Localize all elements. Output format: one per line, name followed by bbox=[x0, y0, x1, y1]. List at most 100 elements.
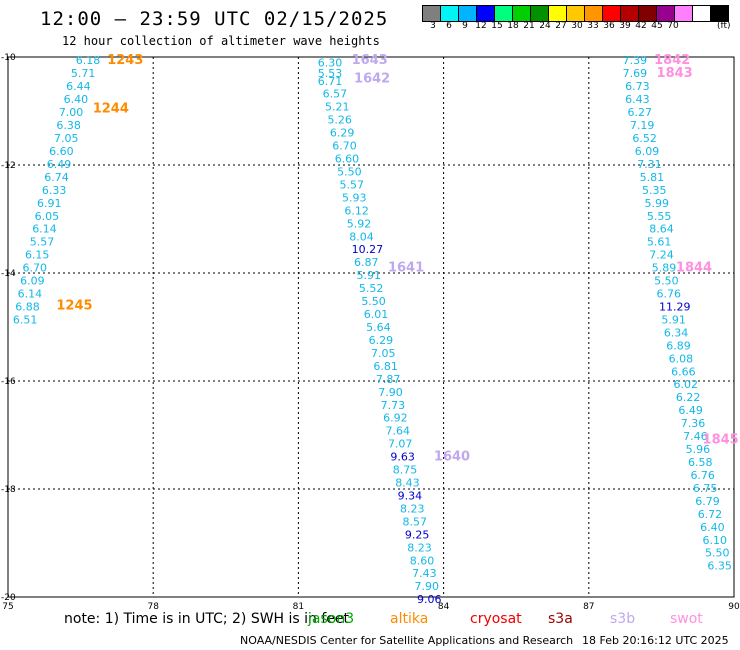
wave-height-value: 7.90 bbox=[415, 580, 440, 593]
color-legend-labels: 3 6 9 12 15 18 21 24 27 30 33 36 39 42 45 70 bbox=[425, 21, 681, 31]
wave-height-value: 5.57 bbox=[340, 178, 365, 191]
wave-height-value: 5.92 bbox=[347, 217, 372, 230]
wave-height-value: 6.14 bbox=[18, 288, 43, 301]
legend-label: 36 bbox=[603, 21, 615, 31]
wave-height-value: 5.50 bbox=[705, 547, 730, 560]
legend-unit: (ft) bbox=[717, 21, 731, 31]
pass-number-label: 1641 bbox=[388, 261, 424, 276]
pass-number-label: 1640 bbox=[434, 450, 470, 465]
satellite-label: s3a bbox=[548, 611, 573, 627]
page-title: 12:00 — 23:59 UTC 02/15/2025 bbox=[40, 8, 389, 30]
wave-height-value: 6.35 bbox=[707, 560, 732, 573]
wave-height-value: 6.70 bbox=[332, 140, 357, 153]
wave-height-value: 6.88 bbox=[15, 300, 40, 313]
wave-height-value: 8.60 bbox=[410, 554, 435, 567]
wave-height-value: 8.04 bbox=[349, 230, 374, 243]
legend-label: 18 bbox=[507, 21, 519, 31]
wave-height-value: 5.55 bbox=[647, 210, 672, 223]
satellite-label: jason3 bbox=[308, 611, 355, 627]
lon-tick-label: 81 bbox=[293, 602, 304, 612]
wave-height-value: 6.60 bbox=[335, 153, 360, 166]
wave-height-value: 6.91 bbox=[37, 197, 62, 210]
satellite-label: s3b bbox=[610, 611, 636, 627]
wave-height-value: 5.93 bbox=[342, 191, 367, 204]
pass-number-label: 1842 bbox=[654, 53, 690, 68]
wave-height-value: 6.87 bbox=[354, 256, 379, 269]
wave-height-value: 5.57 bbox=[30, 236, 54, 249]
wave-height-value: 7.07 bbox=[388, 438, 413, 451]
wave-height-value: 6.29 bbox=[369, 334, 394, 347]
wave-height-value: 6.79 bbox=[695, 495, 720, 508]
wave-height-value: 6.52 bbox=[632, 132, 657, 145]
pass-number-label: 1843 bbox=[657, 66, 693, 81]
footer-source: NOAA/NESDIS Center for Satellite Applica… bbox=[240, 634, 574, 647]
wave-height-value: 10.27 bbox=[352, 243, 384, 256]
wave-height-value: 6.30 bbox=[318, 56, 343, 69]
legend-label: 12 bbox=[475, 21, 487, 31]
pass-number-label: 1245 bbox=[56, 298, 92, 313]
wave-height-value: 8.23 bbox=[407, 541, 432, 554]
footer-note: note: 1) Time is in UTC; 2) SWH is in fe… bbox=[64, 611, 350, 627]
lat-tick-label: -18 bbox=[1, 485, 16, 495]
wave-height-value: 5.61 bbox=[647, 236, 672, 249]
wave-height-value: 6.49 bbox=[678, 404, 703, 417]
legend-label: 9 bbox=[462, 21, 468, 31]
wave-height-value: 7.19 bbox=[630, 119, 655, 132]
legend-label: 6 bbox=[446, 21, 452, 31]
wave-height-value: 7.64 bbox=[386, 425, 411, 438]
wave-height-value: 7.24 bbox=[649, 249, 674, 262]
wave-height-value: 6.33 bbox=[42, 184, 67, 197]
footer-timestamp: 18 Feb 20:16:12 UTC 2025 bbox=[582, 634, 729, 647]
wave-height-value: 6.71 bbox=[318, 75, 343, 88]
wave-height-value: 9.63 bbox=[390, 451, 415, 464]
wave-height-value: 9.06 bbox=[417, 593, 442, 606]
legend-label: 27 bbox=[555, 21, 567, 31]
wave-height-value: 7.31 bbox=[637, 158, 662, 171]
wave-height-value: 6.76 bbox=[690, 469, 715, 482]
wave-height-value: 5.71 bbox=[71, 67, 96, 80]
wave-height-value: 9.34 bbox=[398, 489, 423, 502]
wave-height-value: 6.40 bbox=[700, 521, 725, 534]
wave-height-value: 6.38 bbox=[56, 119, 81, 132]
wave-height-value: 6.57 bbox=[323, 88, 348, 101]
wave-height-value: 6.75 bbox=[693, 482, 718, 495]
lat-tick-label: -14 bbox=[1, 269, 16, 279]
legend-label: 24 bbox=[539, 21, 551, 31]
pass-number-label: 1844 bbox=[676, 261, 712, 276]
wave-height-value: 5.91 bbox=[356, 269, 381, 282]
wave-height-value: 6.10 bbox=[703, 534, 728, 547]
legend-label: 30 bbox=[571, 21, 583, 31]
wave-height-value: 6.49 bbox=[47, 158, 72, 171]
wave-height-value: 6.60 bbox=[49, 145, 74, 158]
wave-height-value: 5.50 bbox=[361, 295, 386, 308]
satellite-label: altika bbox=[390, 611, 429, 627]
lon-tick-label: 84 bbox=[438, 602, 450, 612]
wave-height-value: 9.25 bbox=[405, 528, 430, 541]
wave-height-value: 7.00 bbox=[59, 106, 84, 119]
wave-height-value: 5.81 bbox=[640, 171, 665, 184]
wave-height-value: 7.87 bbox=[376, 373, 401, 386]
wave-height-value: 6.89 bbox=[666, 339, 691, 352]
wave-height-value: 5.53 bbox=[318, 67, 343, 80]
wave-height-value: 5.35 bbox=[642, 184, 667, 197]
wave-height-value: 8.57 bbox=[402, 515, 427, 528]
wave-height-value: 6.74 bbox=[44, 171, 69, 184]
legend-label: 45 bbox=[651, 21, 663, 31]
lat-tick-label: -10 bbox=[1, 53, 16, 63]
lat-tick-label: -12 bbox=[1, 161, 16, 171]
wave-height-value: 11.29 bbox=[659, 300, 691, 313]
lon-tick-label: 87 bbox=[583, 602, 594, 612]
lat-tick-label: -20 bbox=[1, 593, 16, 603]
wave-height-value: 8.64 bbox=[649, 223, 674, 236]
pass-number-label: 1643 bbox=[352, 53, 388, 68]
wave-height-value: 7.69 bbox=[623, 67, 648, 80]
wave-height-value: 7.36 bbox=[681, 417, 706, 430]
wave-height-value: 7.73 bbox=[381, 399, 406, 412]
wave-height-value: 8.75 bbox=[393, 464, 418, 477]
wave-height-value: 6.58 bbox=[688, 456, 713, 469]
wave-height-value: 8.23 bbox=[400, 502, 425, 515]
wave-height-value: 5.89 bbox=[652, 262, 677, 275]
wave-height-value: 6.22 bbox=[676, 391, 701, 404]
wave-height-value: 6.08 bbox=[669, 352, 694, 365]
